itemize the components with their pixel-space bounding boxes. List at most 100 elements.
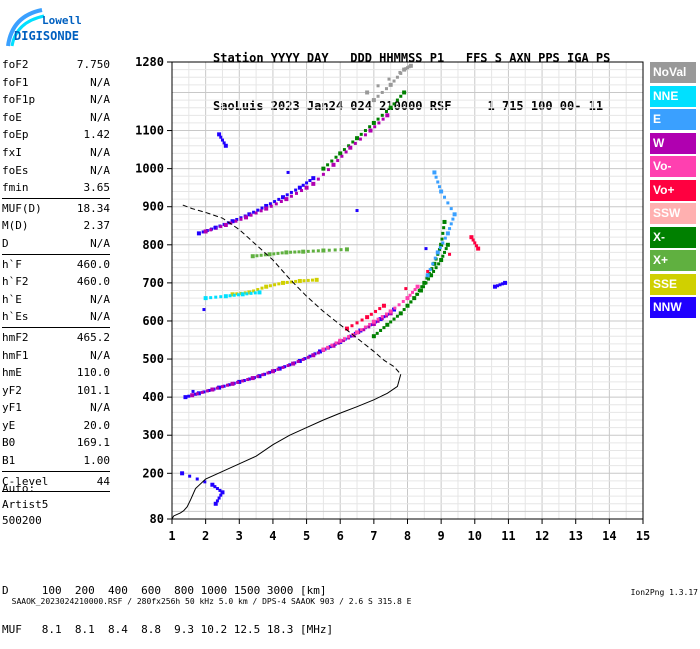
echo-mark xyxy=(392,79,396,83)
y-tick-label: 400 xyxy=(142,390,164,404)
echo-mark xyxy=(348,334,352,338)
param-value: N/A xyxy=(90,75,110,89)
echo-mark xyxy=(371,322,376,327)
echo-mark xyxy=(362,328,366,332)
param-value: 2.37 xyxy=(83,219,111,233)
echo-mark xyxy=(180,471,185,476)
echo-mark xyxy=(239,217,243,221)
echo-mark xyxy=(495,284,499,288)
echo-mark xyxy=(385,113,390,118)
echo-mark xyxy=(388,309,393,314)
echo-mark xyxy=(368,322,372,326)
param-value: N/A xyxy=(90,145,110,159)
echo-mark xyxy=(384,314,388,318)
x-tick-label: 9 xyxy=(438,529,445,543)
echo-mark xyxy=(242,378,246,382)
echo-mark xyxy=(405,303,410,308)
echo-mark xyxy=(404,67,408,71)
echo-mark xyxy=(285,280,289,284)
echo-mark xyxy=(376,117,380,121)
echo-mark xyxy=(392,317,396,321)
echo-mark xyxy=(195,392,199,396)
echo-mark xyxy=(384,110,388,114)
echo-mark xyxy=(203,480,207,484)
echo-mark xyxy=(451,217,455,221)
echo-mark xyxy=(342,339,346,343)
echo-mark xyxy=(338,338,343,343)
echo-mark xyxy=(291,361,296,366)
echo-mark xyxy=(371,98,376,103)
echo-mark xyxy=(252,289,256,293)
param-key: fmin xyxy=(2,181,29,195)
echo-mark xyxy=(254,211,258,215)
echo-mark xyxy=(406,66,409,70)
echo-mark xyxy=(191,389,195,393)
echo-mark xyxy=(259,253,263,257)
echo-mark xyxy=(377,121,381,125)
legend-entry: W xyxy=(650,132,696,154)
header-line2: SaoLuis 2023 Jan24 024 210000 RSF 1 715 … xyxy=(213,99,604,113)
echo-mark xyxy=(289,250,293,254)
echo-mark xyxy=(226,383,230,387)
echo-mark xyxy=(409,300,413,304)
echo-mark xyxy=(187,394,191,398)
echo-mark xyxy=(342,148,346,152)
echo-mark xyxy=(384,87,388,91)
echo-mark xyxy=(210,482,215,487)
param-row: M(D) 2.37 xyxy=(2,217,110,235)
param-key: B1 xyxy=(2,454,16,468)
echo-mark xyxy=(235,217,239,221)
echo-mark xyxy=(367,325,371,329)
echo-mark xyxy=(261,373,265,377)
param-value: 1.42 xyxy=(83,128,111,142)
echo-mark xyxy=(348,145,353,150)
echo-mark xyxy=(314,277,319,282)
echo-mark xyxy=(365,315,370,320)
echo-mark xyxy=(452,212,457,217)
param-value: 44 xyxy=(96,474,110,488)
param-row: foEp 1.42 xyxy=(2,126,110,144)
echo-mark xyxy=(446,201,450,205)
echo-mark xyxy=(422,280,427,285)
echo-mark xyxy=(318,349,323,354)
param-key: fxI xyxy=(2,145,22,159)
param-value: 101.1 xyxy=(76,383,110,397)
distance-row: D 100 200 400 600 800 1000 1500 3000 [km… xyxy=(2,584,327,597)
param-key: foF1p xyxy=(2,93,36,107)
echo-mark xyxy=(378,317,383,322)
echo-mark xyxy=(434,266,438,270)
echo-mark xyxy=(230,219,235,224)
echo-mark xyxy=(402,90,407,95)
param-row: h`Es N/A xyxy=(2,308,110,326)
echo-mark xyxy=(355,321,359,325)
dashed-line xyxy=(181,204,400,373)
echo-mark xyxy=(306,278,310,282)
echo-mark xyxy=(201,230,205,234)
echo-mark xyxy=(330,343,334,347)
echo-mark xyxy=(267,252,272,257)
echo-mark xyxy=(281,195,286,200)
param-key: D xyxy=(2,236,9,250)
echo-mark xyxy=(471,238,475,242)
param-value: 20.0 xyxy=(83,418,111,432)
echo-mark xyxy=(363,133,367,137)
echo-mark xyxy=(222,141,226,145)
param-row: hmF1 N/A xyxy=(2,347,110,365)
param-row: yF2 101.1 xyxy=(2,382,110,400)
echo-mark xyxy=(448,252,452,256)
echo-mark xyxy=(310,278,314,282)
echo-mark xyxy=(196,231,201,236)
echo-mark xyxy=(217,496,221,500)
echo-mark xyxy=(371,334,376,339)
echo-mark xyxy=(237,379,242,384)
echo-mark xyxy=(344,326,349,331)
echo-mark xyxy=(401,299,405,303)
echo-mark xyxy=(281,280,286,285)
param-row: foEs N/A xyxy=(2,162,110,180)
y-tick-label: 300 xyxy=(142,428,164,442)
polarization-legend: NoVal NNE E W Vo- Vo+ SSW X- X+ SSE NNW xyxy=(650,62,696,321)
echo-mark xyxy=(327,248,331,252)
param-row: fmin 3.65 xyxy=(2,179,110,197)
echo-mark xyxy=(443,195,447,199)
echo-mark xyxy=(351,140,355,144)
